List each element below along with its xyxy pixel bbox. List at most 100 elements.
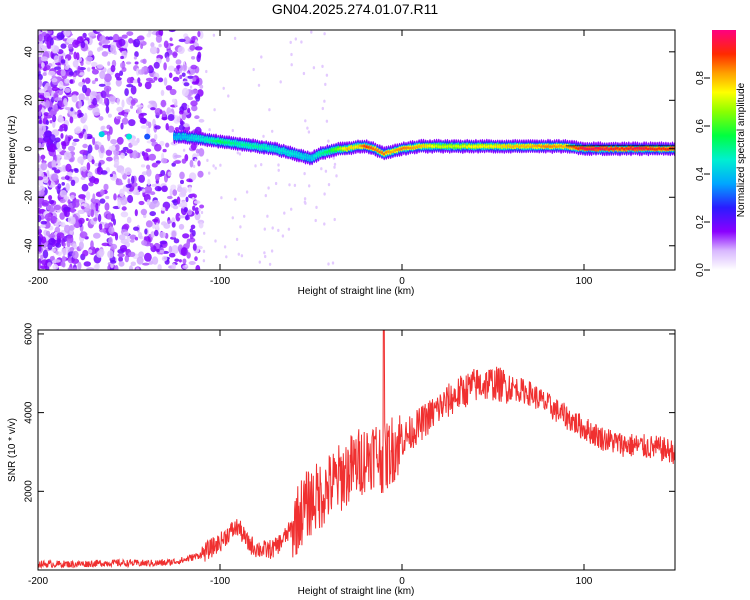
ridge-cell — [496, 145, 500, 148]
noise-blob — [40, 265, 47, 270]
noise-blob — [173, 160, 182, 164]
noise-blob — [55, 250, 59, 255]
noise-blob — [38, 88, 45, 94]
noise-blob — [109, 173, 113, 177]
noise-blob — [99, 198, 106, 204]
noise-blob — [66, 240, 71, 248]
noise-blob — [88, 104, 96, 109]
ridge-cell — [430, 144, 434, 148]
ridge-cell — [256, 145, 259, 149]
noise-blob — [129, 265, 133, 270]
noise-blob — [74, 127, 82, 134]
noise-blob — [288, 183, 291, 187]
noise-blob — [87, 171, 93, 177]
noise-blob — [323, 99, 326, 103]
ridge-cell — [448, 144, 452, 148]
noise-blob — [257, 83, 261, 87]
noise-blob — [234, 197, 237, 201]
noise-blob — [93, 232, 101, 239]
ridge-cell — [426, 144, 430, 148]
noise-blob — [107, 250, 114, 259]
noise-blob — [144, 186, 153, 194]
snr-y-ticks: 2000 4000 6000 — [24, 322, 675, 502]
ridge-cell — [417, 145, 421, 148]
noise-blob — [87, 144, 93, 154]
ridge-cell — [470, 145, 473, 148]
ridge-cell — [221, 141, 224, 144]
ridge-cell — [419, 145, 423, 148]
noise-blob — [315, 205, 318, 209]
noise-blob — [83, 131, 88, 141]
noise-blob — [108, 95, 116, 102]
noise-blob — [327, 262, 330, 266]
x-tick-label: -200 — [28, 276, 48, 287]
noise-blob — [80, 61, 84, 66]
noise-blob — [128, 119, 136, 127]
ridge-cell — [524, 145, 528, 149]
noise-blob — [118, 47, 127, 52]
noise-blob — [122, 146, 129, 151]
noise-blob — [102, 44, 111, 49]
noise-blob — [98, 223, 103, 230]
noise-blob — [125, 183, 132, 188]
noise-blob — [91, 69, 99, 75]
ridge-cell — [295, 153, 299, 156]
x-tick-label: -100 — [210, 276, 230, 287]
noise-blob — [72, 138, 80, 142]
ridge-cell — [568, 145, 572, 149]
noise-blob — [141, 171, 148, 176]
ridge-cell — [489, 144, 493, 148]
noise-blob — [136, 35, 145, 41]
ridge-cell — [393, 149, 397, 152]
ridge-cell — [308, 156, 312, 159]
noise-blob — [227, 94, 230, 98]
noise-blob — [194, 207, 200, 215]
noise-blob — [60, 69, 66, 77]
chart-title: GN04.2025.274.01.07.R11 — [272, 1, 439, 17]
noise-blob — [91, 159, 95, 165]
noise-blob — [127, 194, 134, 204]
noise-blob — [38, 137, 44, 144]
noise-blob — [168, 245, 173, 254]
noise-blob — [42, 125, 46, 133]
ridge-cell — [487, 145, 491, 148]
noise-blob — [61, 182, 65, 186]
noise-blob — [116, 106, 124, 112]
noise-blob — [61, 123, 67, 129]
noise-blob — [140, 125, 148, 129]
noise-blob — [266, 214, 269, 218]
noise-blob — [90, 240, 94, 250]
ridge-cell — [411, 146, 414, 150]
noise-blob — [40, 220, 47, 225]
noise-blob — [198, 221, 204, 229]
ridge-cell — [533, 144, 537, 148]
noise-blob — [58, 80, 64, 90]
noise-blob — [126, 77, 133, 84]
ridge-cell — [382, 152, 386, 156]
ridge-cell — [216, 139, 220, 143]
ridge-cell — [605, 147, 609, 150]
noise-blob — [187, 209, 193, 216]
noise-blob — [87, 98, 92, 106]
noise-blob — [271, 129, 274, 133]
noise-blob — [108, 236, 113, 246]
noise-blob — [54, 169, 61, 174]
noise-blob — [88, 182, 94, 187]
noise-blob — [126, 31, 134, 36]
noise-blob — [78, 93, 85, 102]
noise-blob — [52, 114, 57, 123]
noise-blob — [159, 249, 165, 254]
noise-blob — [86, 67, 91, 72]
ridge-cell — [365, 145, 369, 148]
noise-blob — [48, 199, 55, 205]
ridge-cell — [575, 146, 578, 150]
noise-blob — [40, 162, 48, 171]
noise-blob — [289, 40, 292, 45]
noise-blob — [231, 128, 234, 133]
ridge-cell — [330, 148, 334, 152]
noise-blob — [137, 77, 141, 84]
noise-blob — [187, 107, 191, 114]
noise-blob — [69, 116, 74, 124]
noise-blob — [212, 33, 216, 37]
noise-blob — [107, 132, 111, 142]
